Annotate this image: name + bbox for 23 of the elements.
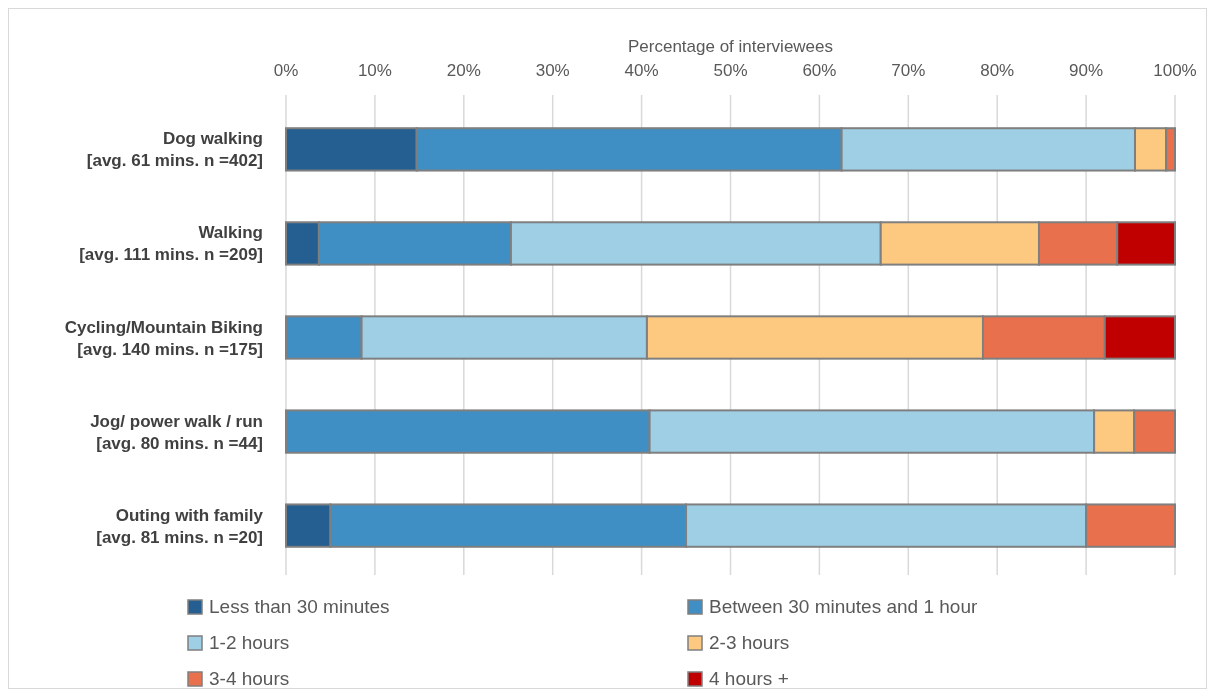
x-tick-label: 100% — [1153, 61, 1197, 80]
x-axis-title: Percentage of interviewees — [627, 37, 834, 56]
y-tick-label: Walking [avg. 111 mins. n =209] — [79, 223, 263, 265]
x-tick-label: 80% — [980, 61, 1015, 80]
x-tick-label: 90% — [1069, 61, 1104, 80]
legend-label: 2-3 hours — [709, 632, 790, 653]
x-tick-label: 20% — [446, 61, 481, 80]
legend-label: 4 hours + — [709, 668, 789, 689]
y-tick-label: Jog/ power walk / run [avg. 80 mins. n =44] — [90, 411, 263, 453]
x-tick-label: 0% — [273, 61, 299, 80]
x-tick-label: 40% — [624, 61, 659, 80]
x-tick-label: 50% — [713, 61, 748, 80]
legend-label: 3-4 hours — [209, 668, 290, 689]
legend-label: Less than 30 minutes — [209, 596, 390, 617]
x-tick-label: 70% — [891, 61, 926, 80]
y-tick-label: Outing with family [avg. 81 mins. n =20] — [96, 505, 264, 547]
y-tick-label: Cycling/Mountain Biking [avg. 140 mins. n =175] — [64, 317, 263, 359]
legend-label: Between 30 minutes and 1 hour — [709, 596, 978, 617]
x-tick-label: 10% — [357, 61, 392, 80]
x-tick-label: 30% — [535, 61, 570, 80]
y-tick-label: Dog walking [avg. 61 mins. n =402] — [86, 129, 263, 171]
x-tick-label: 60% — [802, 61, 837, 80]
legend-label: 1-2 hours — [209, 632, 290, 653]
